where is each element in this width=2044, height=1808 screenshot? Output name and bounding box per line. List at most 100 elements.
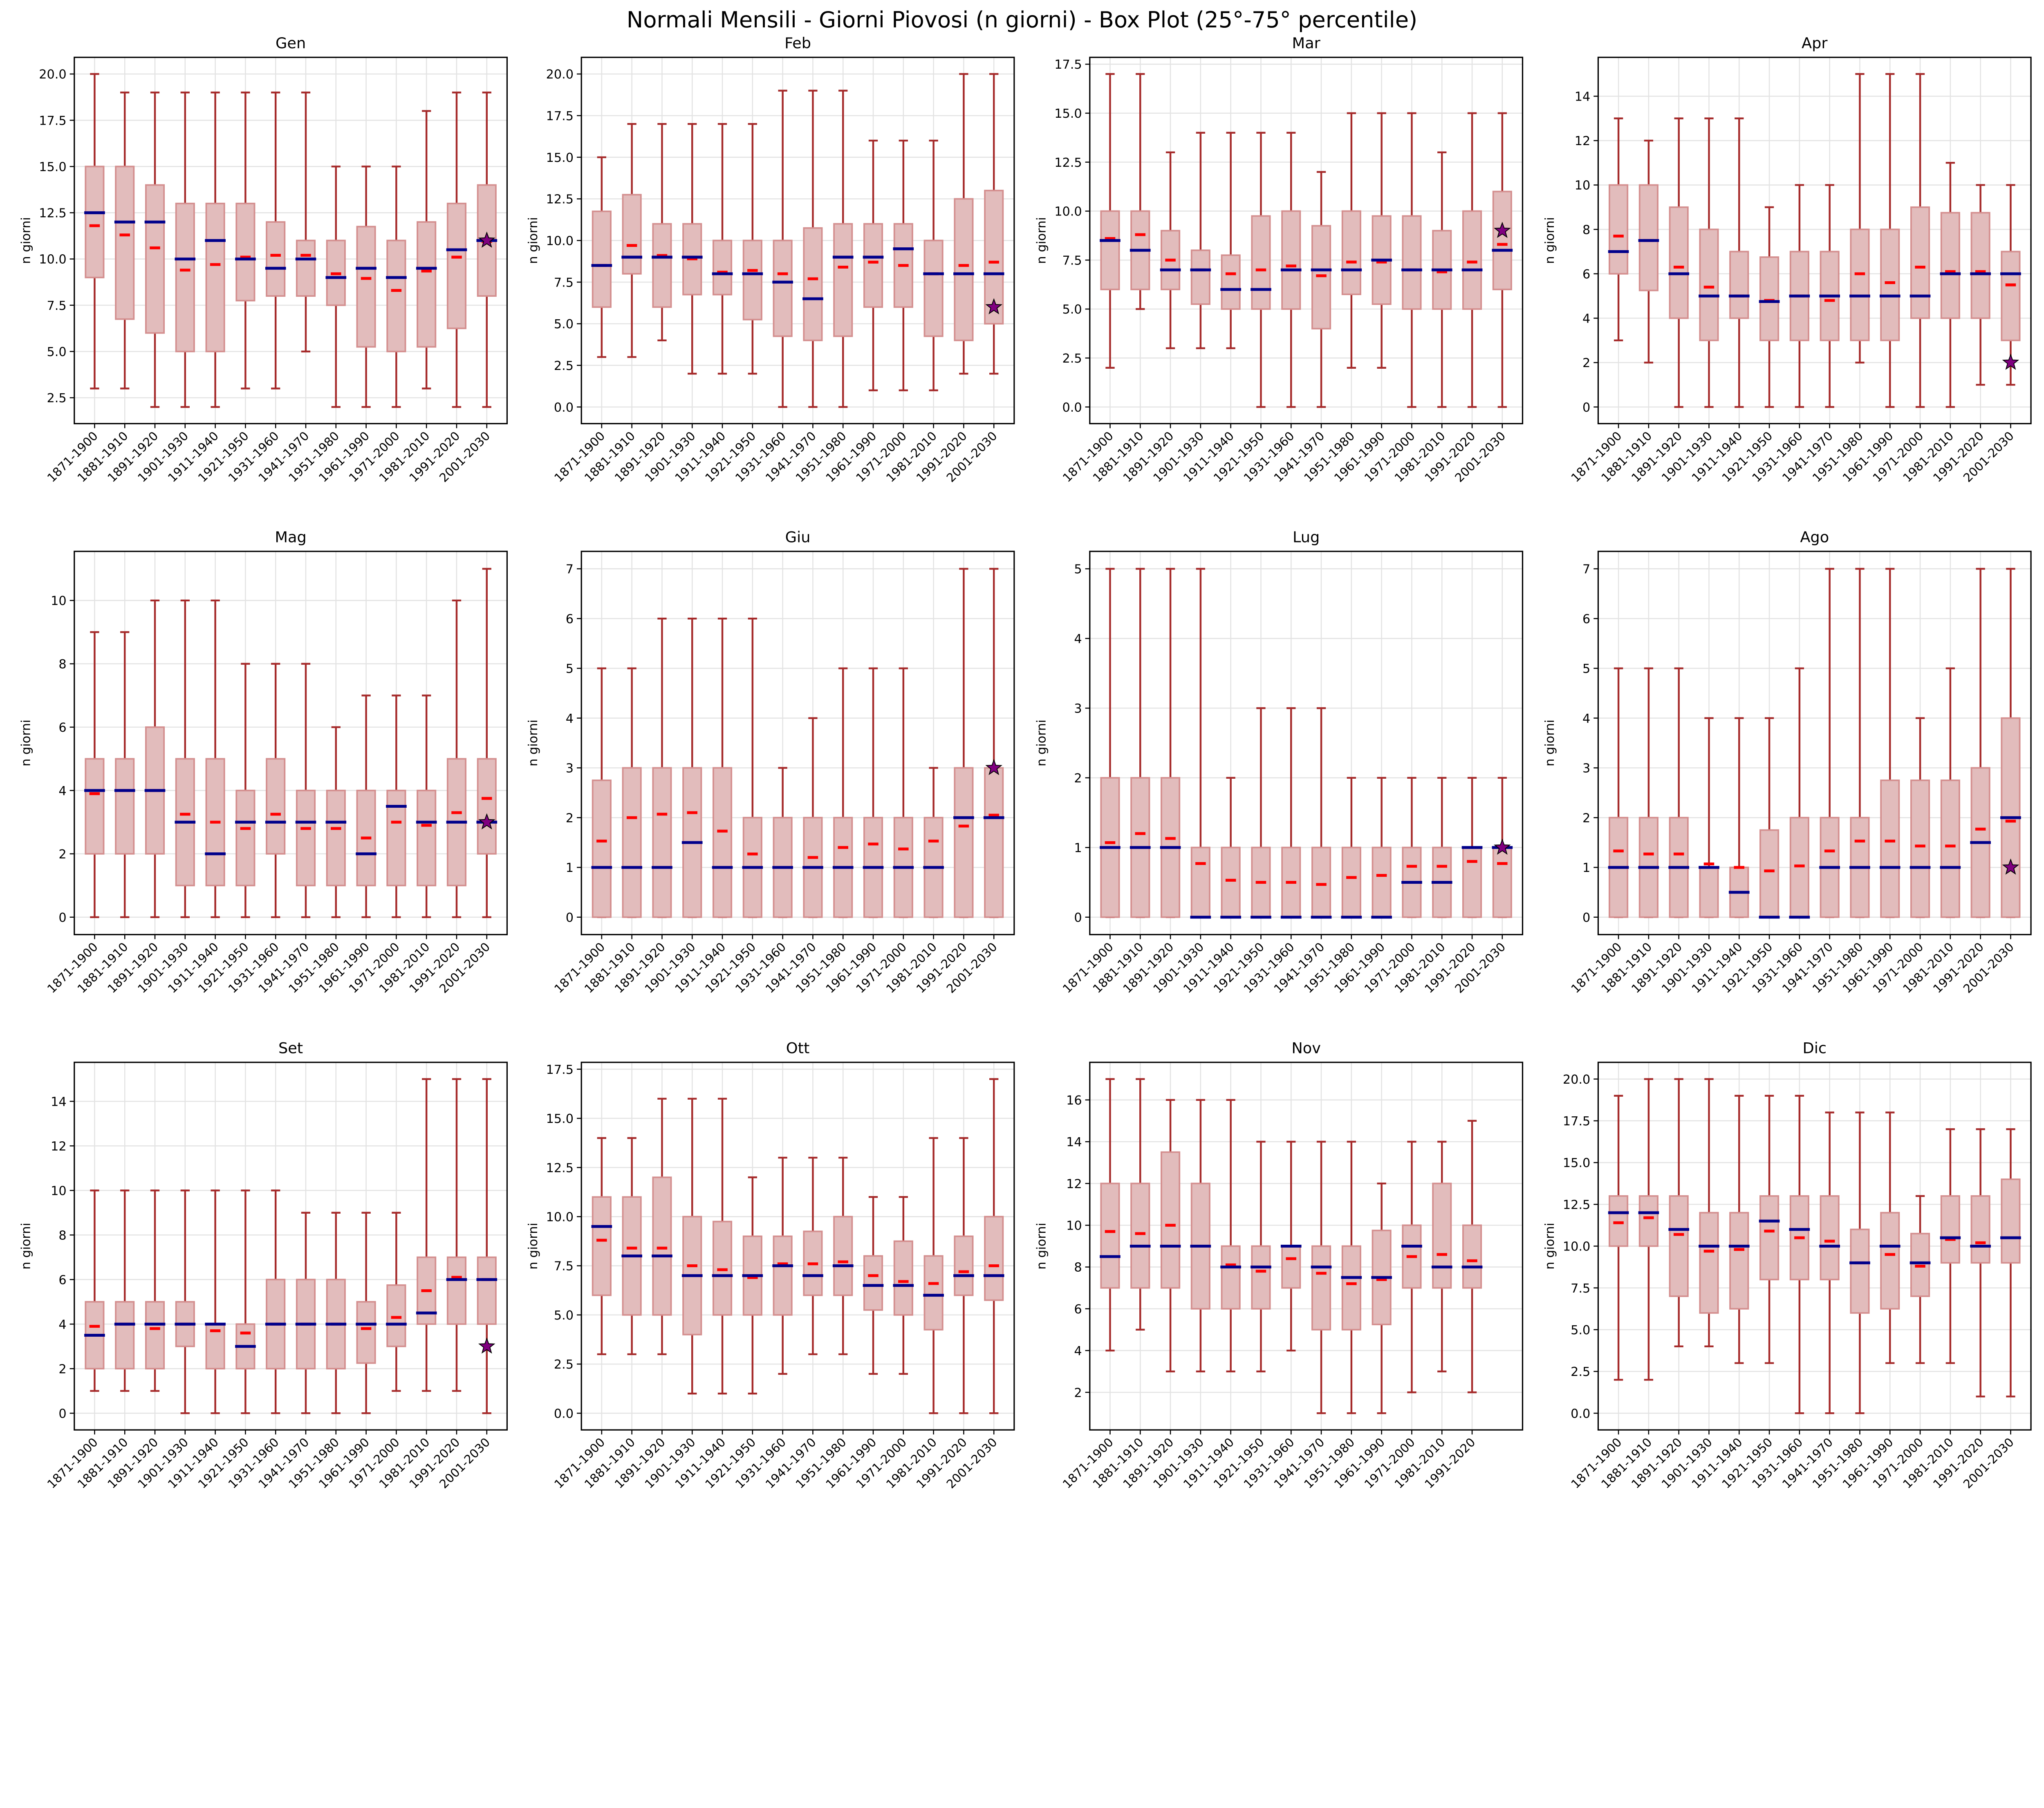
box-1921-1950: [1251, 1140, 1271, 1373]
iqr-box: [773, 240, 793, 337]
y-tick-label: 12.5: [1054, 156, 1082, 170]
y-tick-label: 1: [1582, 861, 1590, 875]
box-1891-1920: [1160, 151, 1181, 350]
y-tick-label: 12.5: [546, 193, 574, 207]
box-1871-1900: [1100, 73, 1121, 369]
box-1871-1900: [591, 667, 612, 918]
box-1921-1950: [1759, 206, 1780, 408]
y-axis-label: n giorni: [526, 719, 540, 766]
box-1971-2000: [1910, 1195, 1931, 1364]
y-tick-label: 15.0: [1563, 1156, 1590, 1170]
y-tick-label: 2.5: [554, 359, 574, 373]
box-1951-1980: [1341, 1140, 1362, 1414]
box-1911-1940: [712, 1098, 733, 1395]
box-1931-1960: [772, 90, 793, 408]
iqr-box: [954, 198, 974, 341]
box-1971-2000: [893, 667, 914, 918]
box-1891-1920: [1668, 667, 1690, 918]
iqr-box: [1341, 210, 1361, 296]
box-1931-1960: [772, 1156, 793, 1375]
box-2001-2030: [983, 1078, 1004, 1414]
box-1921-1950: [1759, 717, 1780, 919]
box-1941-1970: [802, 90, 823, 408]
box-1961-1990: [1879, 1111, 1901, 1364]
box-1981-2010: [1431, 151, 1452, 408]
box-1921-1950: [742, 617, 763, 918]
panel-title: Giu: [785, 529, 811, 546]
iqr-box: [175, 202, 195, 352]
box-1901-1930: [681, 123, 703, 375]
box-1931-1960: [1789, 1095, 1810, 1414]
y-tick-label: 2: [1582, 356, 1590, 370]
y-tick-label: 5.0: [1062, 302, 1082, 317]
iqr-box: [1789, 1195, 1809, 1281]
y-tick-label: 15.0: [1054, 107, 1082, 121]
star-marker: [985, 759, 1003, 775]
box-1941-1970: [802, 717, 823, 918]
iqr-box: [1462, 847, 1482, 918]
iqr-box: [1638, 184, 1659, 291]
iqr-box: [386, 240, 406, 352]
iqr-box: [1130, 1183, 1150, 1289]
box-1881-1910: [114, 631, 135, 918]
box-1981-2010: [416, 695, 437, 918]
figure-title: Normali Mensili - Giorni Piovosi (n gior…: [627, 7, 1417, 33]
box-1931-1960: [1789, 667, 1810, 919]
y-tick-label: 7: [566, 562, 574, 577]
y-tick-label: 2.5: [1062, 352, 1082, 366]
box-1971-2000: [1401, 112, 1422, 408]
y-tick-label: 14: [1066, 1135, 1082, 1149]
iqr-box: [1880, 1212, 1900, 1310]
iqr-box: [652, 1176, 672, 1316]
iqr-box: [1789, 817, 1809, 918]
iqr-box: [1432, 1183, 1452, 1289]
y-tick-label: 2.5: [554, 1358, 574, 1372]
box-1931-1960: [772, 767, 793, 918]
y-axis-label: n giorni: [526, 1223, 540, 1270]
y-tick-label: 15.0: [546, 151, 574, 165]
y-tick-label: 17.5: [1563, 1114, 1590, 1129]
box-1921-1950: [1759, 1095, 1780, 1364]
y-tick-label: 0.0: [1571, 1407, 1590, 1421]
iqr-box: [1970, 1195, 1990, 1264]
box-1881-1910: [1638, 1078, 1659, 1381]
iqr-box: [652, 767, 672, 918]
y-tick-label: 2: [58, 847, 66, 862]
iqr-box: [1729, 1212, 1749, 1310]
iqr-box: [652, 223, 672, 308]
box-1961-1990: [863, 139, 884, 392]
box-1941-1970: [1311, 707, 1332, 919]
iqr-box: [1341, 1245, 1361, 1331]
iqr-box: [923, 240, 944, 337]
y-tick-label: 2: [1074, 1386, 1082, 1400]
iqr-box: [386, 1284, 406, 1347]
iqr-box: [1161, 1151, 1181, 1289]
iqr-box: [1492, 190, 1512, 291]
iqr-box: [592, 779, 612, 918]
iqr-box: [712, 240, 733, 296]
y-tick-label: 8: [1074, 1261, 1082, 1275]
y-tick-label: 8: [58, 657, 66, 672]
iqr-box: [984, 1216, 1004, 1301]
y-axis-label: n giorni: [1543, 1223, 1557, 1270]
box-1951-1980: [1341, 777, 1362, 919]
box-1971-2000: [1401, 1140, 1422, 1394]
iqr-box: [803, 227, 823, 341]
box-1971-2000: [386, 166, 407, 408]
box-1991-2020: [1461, 1120, 1483, 1394]
box-1881-1910: [114, 1189, 135, 1392]
y-axis-label: n giorni: [1034, 1223, 1049, 1270]
box-1961-1990: [356, 695, 377, 918]
box-1971-2000: [893, 139, 914, 392]
box-1951-1980: [1849, 73, 1870, 364]
iqr-box: [145, 1301, 165, 1370]
iqr-box: [923, 1255, 944, 1331]
box-1901-1930: [1699, 1078, 1719, 1347]
y-tick-label: 12.5: [546, 1161, 574, 1175]
box-1981-2010: [1940, 1128, 1961, 1364]
star-marker: [1493, 838, 1511, 855]
